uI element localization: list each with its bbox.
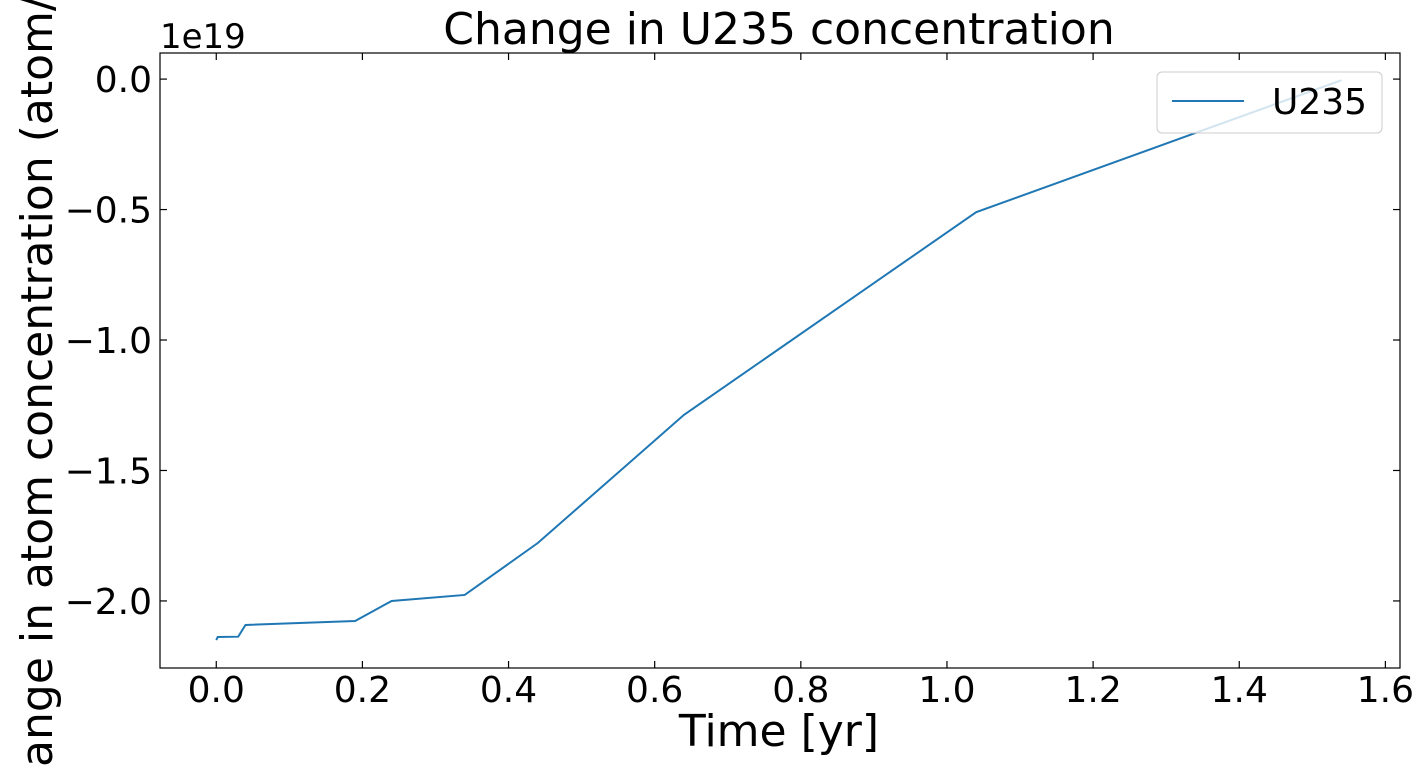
x-tick-label: 1.6	[1357, 670, 1414, 711]
plot-frame	[159, 52, 1401, 669]
x-tick-label: 0.4	[480, 670, 537, 711]
legend-box	[1156, 71, 1383, 134]
x-tick-label: 1.0	[918, 670, 975, 711]
x-tick-label: 0.2	[334, 670, 391, 711]
y-tick-label: −0.5	[65, 191, 152, 232]
y-tick-label: −1.0	[65, 321, 152, 362]
x-tick-label: 0.8	[772, 670, 829, 711]
x-axis-label: Time [yr]	[678, 706, 879, 757]
x-tick-label: 1.4	[1211, 670, 1268, 711]
x-tick-label: 0.0	[188, 670, 245, 711]
y-offset-text: 1e19	[160, 17, 246, 57]
y-tick-label: −1.5	[65, 451, 152, 492]
y-tick-label: −2.0	[65, 582, 152, 623]
x-tick-label: 0.6	[626, 670, 683, 711]
y-axis-label: Change in atom concentration (atom/cm³)	[12, 0, 63, 765]
x-tick-label: 1.2	[1064, 670, 1121, 711]
data-line	[215, 79, 1342, 641]
y-tick-label: 0.0	[95, 60, 152, 101]
legend-label: U235	[1272, 82, 1367, 123]
chart-title: Change in U235 concentration	[443, 4, 1114, 55]
